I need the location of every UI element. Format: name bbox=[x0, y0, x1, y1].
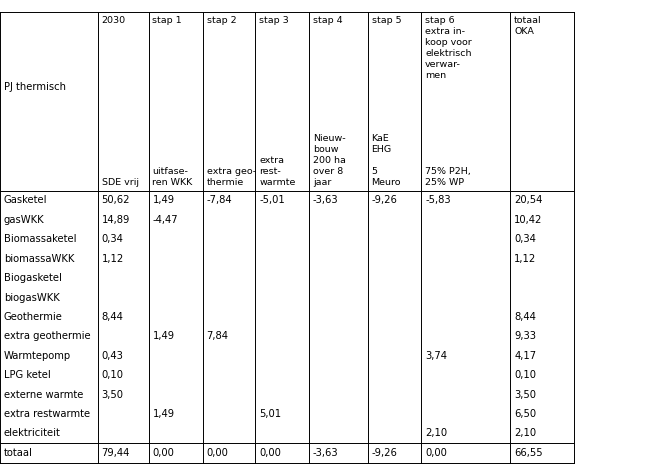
Text: 3,50: 3,50 bbox=[102, 390, 123, 399]
Text: uitfase-
ren WKK: uitfase- ren WKK bbox=[152, 167, 193, 187]
Text: -7,84: -7,84 bbox=[207, 195, 232, 205]
Text: biogasWKK: biogasWKK bbox=[4, 292, 59, 302]
Text: -5,83: -5,83 bbox=[425, 195, 451, 205]
Text: stap 3: stap 3 bbox=[259, 16, 289, 24]
Text: -5,01: -5,01 bbox=[259, 195, 285, 205]
Text: biomassaWKK: biomassaWKK bbox=[4, 254, 75, 264]
Text: Nieuw-
bouw
200 ha
over 8
jaar: Nieuw- bouw 200 ha over 8 jaar bbox=[313, 134, 346, 187]
Text: stap 2: stap 2 bbox=[207, 16, 236, 24]
Text: 5,01: 5,01 bbox=[259, 409, 282, 419]
Text: 6,50: 6,50 bbox=[514, 409, 537, 419]
Text: 0,34: 0,34 bbox=[514, 234, 536, 244]
Text: LPG ketel: LPG ketel bbox=[4, 370, 51, 380]
Text: 9,33: 9,33 bbox=[514, 331, 536, 341]
Text: stap 6
extra in-
koop voor
elektrisch
verwar-
men: stap 6 extra in- koop voor elektrisch ve… bbox=[425, 16, 472, 80]
Text: 0,00: 0,00 bbox=[259, 448, 281, 458]
Text: 2,10: 2,10 bbox=[425, 429, 447, 439]
Text: Biomassaketel: Biomassaketel bbox=[4, 234, 77, 244]
Text: 0,00: 0,00 bbox=[207, 448, 228, 458]
Text: 1,49: 1,49 bbox=[152, 195, 175, 205]
Text: -9,26: -9,26 bbox=[372, 448, 397, 458]
Text: 2030: 2030 bbox=[102, 16, 126, 24]
Text: extra geo-
thermie: extra geo- thermie bbox=[207, 167, 255, 187]
Text: 1,49: 1,49 bbox=[152, 331, 175, 341]
Text: 75% P2H,
25% WP: 75% P2H, 25% WP bbox=[425, 167, 471, 187]
Text: 50,62: 50,62 bbox=[102, 195, 130, 205]
Text: 0,10: 0,10 bbox=[514, 370, 536, 380]
Text: Biogasketel: Biogasketel bbox=[4, 273, 62, 283]
Text: 3,50: 3,50 bbox=[514, 390, 536, 399]
Text: SDE vrij: SDE vrij bbox=[102, 178, 139, 187]
Text: -9,26: -9,26 bbox=[372, 195, 397, 205]
Text: extra restwarmte: extra restwarmte bbox=[4, 409, 90, 419]
Text: 2,10: 2,10 bbox=[514, 429, 537, 439]
Text: elektriciteit: elektriciteit bbox=[4, 429, 61, 439]
Text: stap 5: stap 5 bbox=[372, 16, 401, 24]
Text: 3,74: 3,74 bbox=[425, 351, 447, 361]
Text: 8,44: 8,44 bbox=[102, 312, 123, 322]
Text: externe warmte: externe warmte bbox=[4, 390, 83, 399]
Text: 79,44: 79,44 bbox=[102, 448, 130, 458]
Text: totaal
OKA: totaal OKA bbox=[514, 16, 542, 36]
Text: 1,49: 1,49 bbox=[152, 409, 175, 419]
Text: 8,44: 8,44 bbox=[514, 312, 536, 322]
Text: 10,42: 10,42 bbox=[514, 215, 543, 225]
Text: 7,84: 7,84 bbox=[207, 331, 228, 341]
Text: 66,55: 66,55 bbox=[514, 448, 543, 458]
Text: PJ thermisch: PJ thermisch bbox=[4, 82, 66, 92]
Text: Warmtepomp: Warmtepomp bbox=[4, 351, 71, 361]
Text: 4,17: 4,17 bbox=[514, 351, 537, 361]
Text: 20,54: 20,54 bbox=[514, 195, 543, 205]
Text: 0,34: 0,34 bbox=[102, 234, 123, 244]
Text: -3,63: -3,63 bbox=[313, 195, 339, 205]
Text: stap 1: stap 1 bbox=[152, 16, 182, 24]
Text: 1,12: 1,12 bbox=[514, 254, 537, 264]
Text: totaal: totaal bbox=[4, 448, 33, 458]
Text: 0,00: 0,00 bbox=[425, 448, 447, 458]
Text: Gasketel: Gasketel bbox=[4, 195, 48, 205]
Text: 1,12: 1,12 bbox=[102, 254, 124, 264]
Text: -3,63: -3,63 bbox=[313, 448, 339, 458]
Text: 14,89: 14,89 bbox=[102, 215, 130, 225]
Text: 0,43: 0,43 bbox=[102, 351, 123, 361]
Text: stap 4: stap 4 bbox=[313, 16, 343, 24]
Text: KaE
EHG

5
Meuro: KaE EHG 5 Meuro bbox=[372, 134, 401, 187]
Text: 0,00: 0,00 bbox=[152, 448, 174, 458]
Text: Geothermie: Geothermie bbox=[4, 312, 63, 322]
Text: extra
rest-
warmte: extra rest- warmte bbox=[259, 156, 296, 187]
Text: extra geothermie: extra geothermie bbox=[4, 331, 90, 341]
Text: 0,10: 0,10 bbox=[102, 370, 123, 380]
Text: gasWKK: gasWKK bbox=[4, 215, 45, 225]
Text: -4,47: -4,47 bbox=[152, 215, 178, 225]
